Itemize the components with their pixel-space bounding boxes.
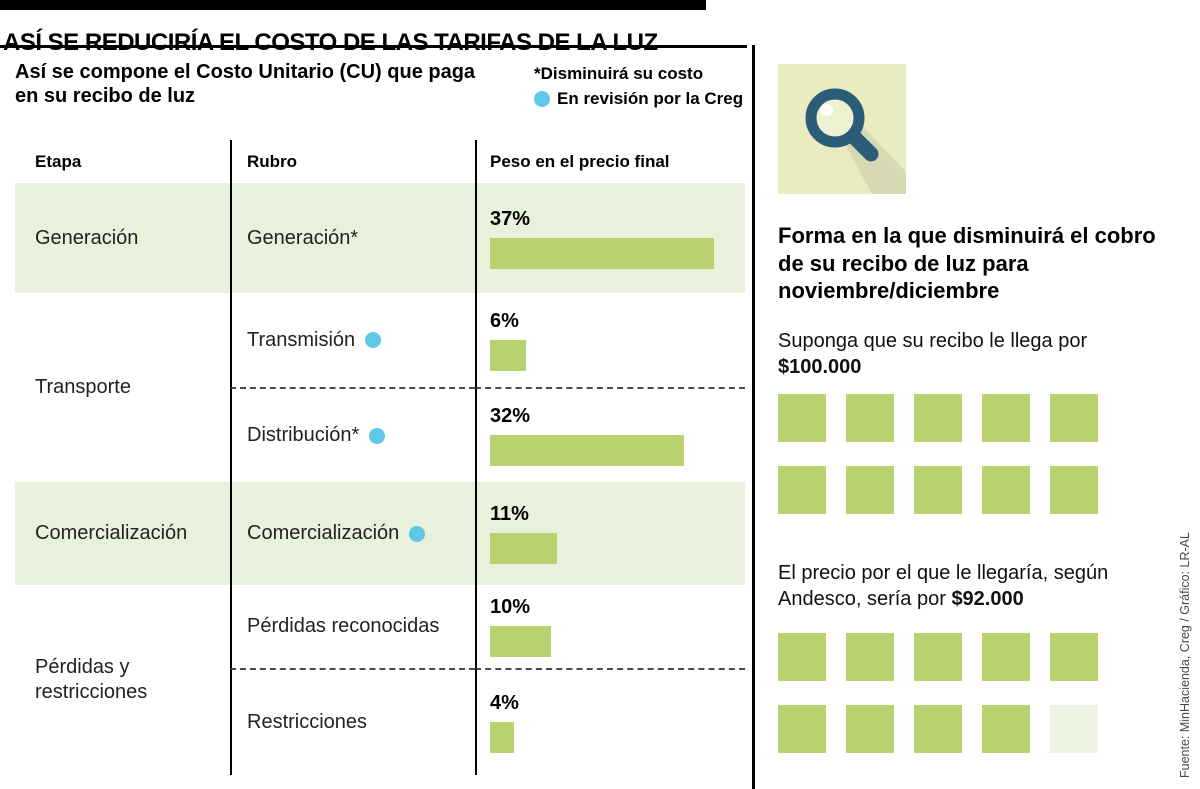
top-black-bar — [0, 0, 706, 10]
receipt-grid-100 — [778, 394, 1098, 514]
stage-label-comercializacion: Comercialización — [15, 482, 230, 585]
receipt-square — [914, 633, 962, 681]
rubro-cell-generacion: Generación* — [230, 183, 475, 293]
receipt-square — [982, 394, 1030, 442]
creg-dot-icon — [369, 427, 386, 444]
discounted-intro-text: El precio por el que le llegaría, según … — [778, 562, 1109, 610]
receipt-square — [1050, 394, 1098, 442]
receipt-square — [778, 394, 826, 442]
receipt-square — [914, 394, 962, 442]
receipt-square — [982, 633, 1030, 681]
title-rule — [0, 45, 747, 48]
receipt-square — [778, 466, 826, 514]
magnifier-icon — [805, 88, 906, 194]
cost-table: Etapa Rubro Peso en el precio final Gene… — [15, 140, 745, 775]
column-header-etapa: Etapa — [35, 151, 82, 171]
pct-label-restricciones: 4% — [490, 692, 519, 714]
bar-restricciones — [490, 722, 514, 753]
stage-label-transporte: Transporte — [35, 376, 131, 398]
chart-subtitle: Así se compone el Costo Unitario (CU) qu… — [15, 61, 476, 108]
creg-dot-icon — [409, 525, 426, 542]
creg-dot-icon — [534, 90, 550, 107]
receipt-square — [914, 705, 962, 753]
creg-dot-icon — [365, 332, 382, 348]
legend: *Disminuirá su costo En revisión por la … — [534, 62, 743, 111]
peso-cell-distribucion: 32% — [475, 387, 745, 482]
legend-asterisk-note: *Disminuirá su costo — [534, 64, 704, 83]
receipt-square — [982, 705, 1030, 753]
pct-label-generacion: 37% — [490, 207, 531, 230]
bar-distribucion — [490, 435, 684, 466]
rubro-cell-comercializacion: Comercialización — [230, 482, 475, 585]
rubro-label: Pérdidas reconocidas — [247, 615, 440, 637]
receipt-square — [778, 705, 826, 753]
pct-label-transmision: 6% — [490, 309, 519, 332]
rubro-cell-transmision: Transmisión — [230, 293, 475, 387]
receipt-square — [846, 466, 894, 514]
receipt-intro: Suponga que su recibo le llega por $100.… — [778, 328, 1180, 380]
legend-dot-note: En revisión por la Creg — [534, 87, 743, 112]
receipt-intro-text: Suponga que su recibo le llega por — [778, 330, 1088, 352]
stage-label-perdidas: Pérdidas y restricciones — [35, 656, 148, 703]
page-title: ASÍ SE REDUCIRÍA EL COSTO DE LAS TARIFAS… — [3, 29, 658, 57]
receipt-square — [846, 633, 894, 681]
receipt-amount-before: $100.000 — [778, 356, 862, 378]
rubro-cell-restricciones: Restricciones — [230, 668, 475, 775]
bar-perdidas — [490, 626, 551, 657]
bar-generacion — [490, 237, 714, 269]
source-credit: Fuente: MinHacienda, Creg / Gráfico: LR-… — [1178, 532, 1192, 778]
rubro-cell-perdidas: Pérdidas reconocidas — [230, 585, 475, 668]
legend-dot-text: En revisión por la Creg — [557, 88, 744, 108]
receipt-square-light — [1050, 705, 1098, 753]
peso-cell-generacion: 37% — [475, 183, 745, 293]
receipt-square — [1050, 466, 1098, 514]
rubro-label: Generación* — [247, 226, 359, 249]
pct-label-comercializacion: 11% — [490, 503, 529, 525]
receipt-square — [982, 466, 1030, 514]
receipt-square — [914, 466, 962, 514]
bar-transmision — [490, 339, 526, 371]
rubro-label: Restricciones — [247, 711, 368, 733]
column-header-peso: Peso en el precio final — [475, 140, 745, 183]
receipt-square — [846, 394, 894, 442]
receipt-square — [778, 633, 826, 681]
pct-label-perdidas: 10% — [490, 596, 531, 618]
rubro-label: Transmisión — [247, 328, 356, 351]
receipt-square — [846, 705, 894, 753]
peso-cell-transmision: 6% — [475, 293, 745, 387]
peso-cell-perdidas: 10% — [475, 585, 745, 668]
pct-label-distribucion: 32% — [490, 405, 531, 427]
bar-comercializacion — [490, 533, 557, 564]
rubro-label: Comercialización — [247, 522, 400, 544]
rubro-label: Distribución* — [247, 424, 360, 446]
receipt-grid-92 — [778, 633, 1098, 753]
receipt-amount-after: $92.000 — [951, 588, 1024, 610]
rubro-cell-distribucion: Distribución* — [230, 387, 475, 482]
discounted-intro: El precio por el que le llegaría, según … — [778, 560, 1180, 612]
peso-cell-comercializacion: 11% — [475, 482, 745, 585]
receipt-square — [1050, 633, 1098, 681]
peso-cell-restricciones: 4% — [475, 668, 745, 775]
vertical-divider — [752, 45, 755, 789]
stage-label-generacion: Generación — [15, 183, 230, 293]
right-heading: Forma en la que disminuirá el cobro de s… — [778, 223, 1156, 303]
column-header-rubro: Rubro — [230, 140, 475, 183]
icon-tile — [778, 64, 906, 194]
